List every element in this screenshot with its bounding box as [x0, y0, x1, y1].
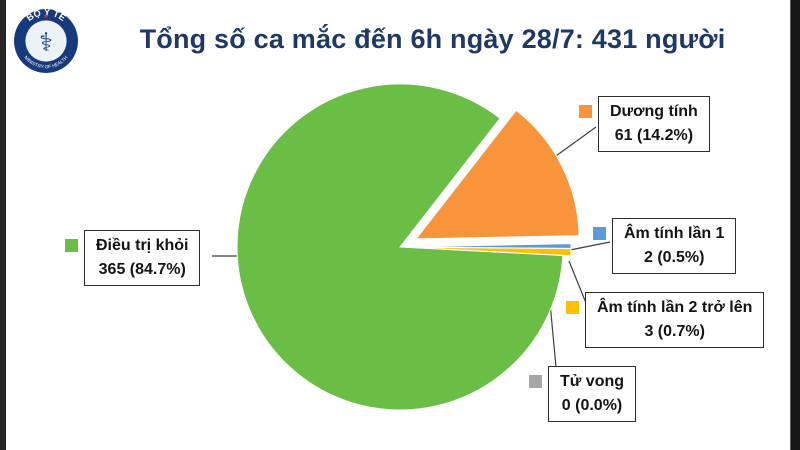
legend-callout-dieu-tri-khoi: Điều trị khỏi 365 (84.7%)	[65, 230, 201, 286]
pie-slice-3	[407, 246, 572, 257]
logo-text-top: BỘ Y TẾ	[25, 8, 68, 23]
legend-label: Dương tính	[610, 103, 698, 120]
pie-slice-0	[236, 83, 564, 411]
ministry-of-health-logo: BỘ Y TẾ MINISTRY OF HEALTH ⚕ ★	[14, 8, 78, 73]
legend-color-marker-tu-vong	[529, 375, 542, 388]
legend-box-dieu-tri-khoi: Điều trị khỏi 365 (84.7%)	[84, 230, 201, 286]
legend-color-marker-dieu-tri-khoi	[65, 239, 78, 252]
pie-slices	[236, 83, 580, 411]
legend-value: 365 (84.7%)	[98, 261, 186, 278]
legend-value: 0 (0.0%)	[561, 397, 623, 414]
pie-slice-1	[415, 109, 580, 240]
leader-line-am-tinh-lan-1	[569, 241, 611, 251]
legend-label: Âm tính lần 1	[624, 225, 725, 242]
legend-label: Âm tính lần 2 trở lên	[597, 299, 753, 316]
leader-line-am-tinh-lan-2	[568, 260, 587, 304]
leader-line-duong-tinh	[548, 126, 597, 162]
legend-box-tu-vong: Tử vong 0 (0.0%)	[548, 366, 637, 422]
legend-label: Tử vong	[560, 373, 625, 390]
chart-title: Tổng số ca mắc đến 6h ngày 28/7: 431 ngư…	[139, 24, 726, 54]
legend-callout-am-tinh-lan-1: Âm tính lần 1 2 (0.5%)	[593, 218, 737, 274]
star-icon: ★	[43, 11, 49, 20]
logo-inner-disc	[25, 20, 67, 62]
legend-value: 3 (0.7%)	[644, 323, 705, 340]
caduceus-icon: ⚕	[39, 29, 53, 57]
svg-text:BỘ Y TẾ: BỘ Y TẾ	[25, 8, 68, 23]
right-edge-bar	[790, 0, 800, 450]
legend-callout-duong-tinh: Dương tính 61 (14.2%)	[579, 96, 710, 152]
legend-box-am-tinh-lan-2: Âm tính lần 2 trở lên 3 (0.7%)	[585, 292, 765, 348]
legend-value: 2 (0.5%)	[643, 249, 705, 266]
legend-callout-tu-vong: Tử vong 0 (0.0%)	[529, 366, 637, 422]
legend-color-marker-am-tinh-lan-1	[593, 227, 606, 240]
legend-value: 61 (14.2%)	[614, 127, 694, 144]
legend-box-duong-tinh: Dương tính 61 (14.2%)	[598, 96, 710, 152]
legend-callout-am-tinh-lan-2: Âm tính lần 2 trở lên 3 (0.7%)	[566, 292, 765, 348]
legend-color-marker-duong-tinh	[579, 105, 592, 118]
legend-label: Điều trị khỏi	[96, 237, 189, 254]
left-edge-bar	[0, 0, 6, 450]
legend-color-marker-am-tinh-lan-2	[566, 301, 579, 314]
legend-box-am-tinh-lan-1: Âm tính lần 1 2 (0.5%)	[612, 218, 737, 274]
